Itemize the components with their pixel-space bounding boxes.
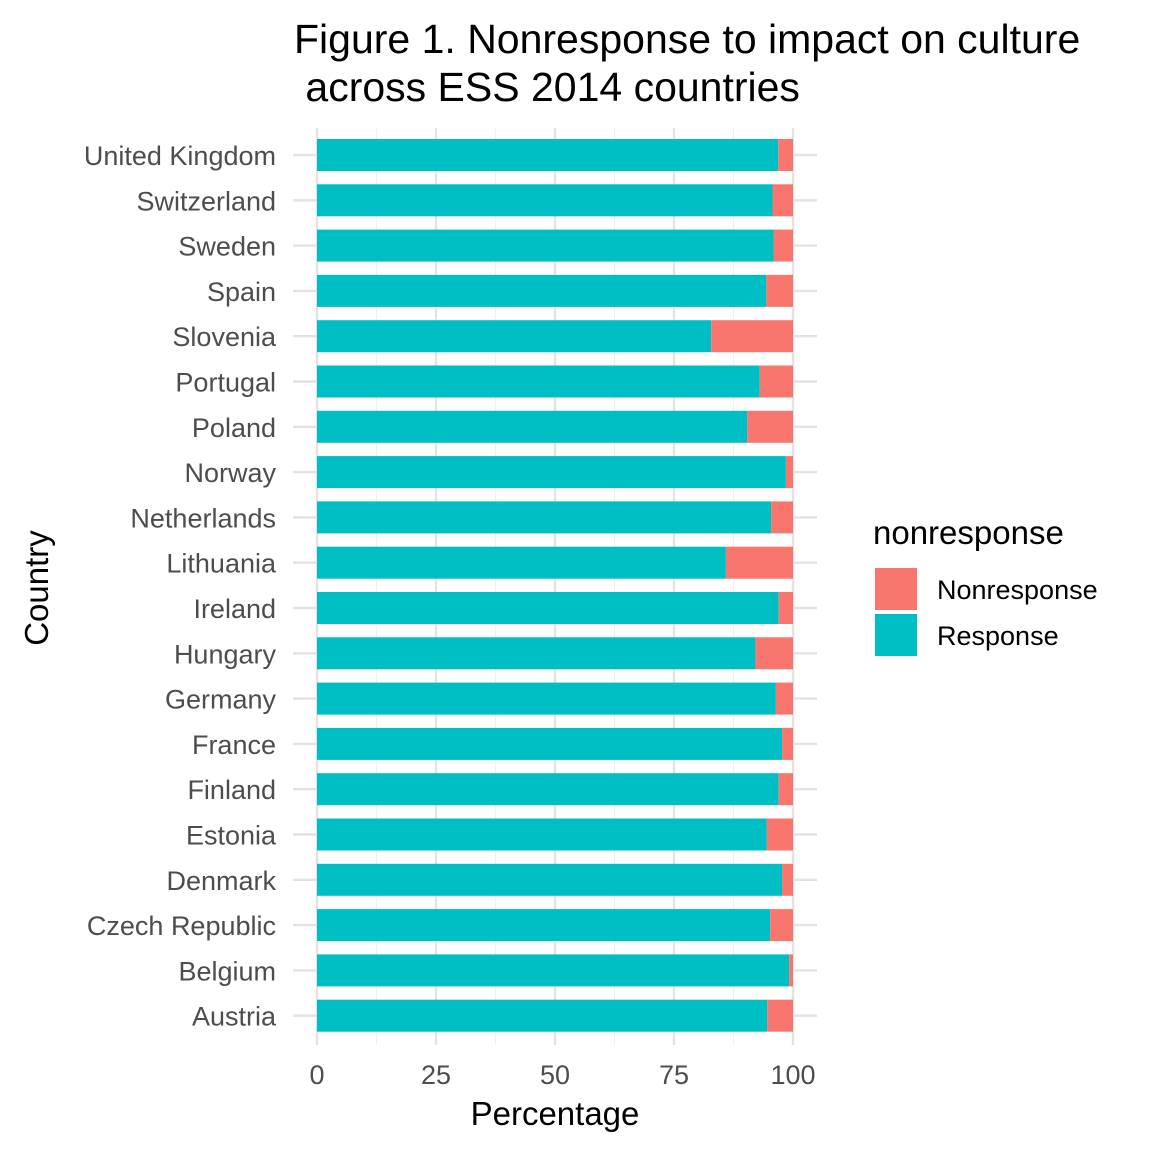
bar-response-czech-republic [317,909,771,942]
y-tick-labels: Austria Belgium Czech Republic Denmark Eston… [84,141,277,1032]
legend-items: Nonresponse Response [875,568,1098,656]
bar-nonresponse-hungary [755,637,793,670]
bar-response-austria [317,999,768,1032]
bar-response-norway [317,456,786,489]
bar-nonresponse-ireland [778,592,793,624]
y-tick-label: Finland [187,775,276,805]
bar-nonresponse-netherlands [771,501,793,534]
bar-nonresponse-switzerland [772,184,793,217]
bar-nonresponse-norway [785,456,793,489]
bar-response-finland [317,773,779,806]
bar-response-netherlands [317,501,772,534]
bar-response-sweden [317,229,774,262]
y-axis-title: Country [18,530,55,646]
x-tick-label: 100 [770,1060,815,1090]
bar-response-france [317,727,783,760]
y-tick-label: Ireland [193,594,276,624]
legend-key-nonresponse [875,568,917,610]
x-tick-label: 0 [309,1060,324,1090]
bar-response-hungary [317,637,756,670]
chart-title-line-2: across ESS 2014 countries [294,64,800,110]
x-tick-labels: 0 25 50 75 100 [309,1060,815,1090]
chart-title-line-1: Figure 1. Nonresponse to impact on cultu… [294,16,1081,62]
y-tick-label: Hungary [174,639,277,669]
bar-nonresponse-belgium [789,954,793,987]
bar-nonresponse-united-kingdom [778,139,793,171]
bar-nonresponse-sweden [773,229,793,262]
y-tick-label: Slovenia [172,322,277,352]
y-tick-label: Denmark [166,866,276,896]
legend-label-nonresponse: Nonresponse [937,575,1098,605]
y-tick-label: Sweden [178,232,276,262]
bar-response-united-kingdom [317,139,779,171]
bar-nonresponse-finland [778,773,793,806]
bar-nonresponse-czech-republic [770,909,793,942]
bar-nonresponse-lithuania [725,546,793,579]
bar-response-spain [317,274,767,307]
y-tick-label: Estonia [186,821,277,851]
bar-nonresponse-france [782,727,793,760]
bar-nonresponse-austria [767,999,793,1032]
bar-nonresponse-germany [775,682,793,715]
y-tick-label: Netherlands [130,503,276,533]
y-tick-label: Czech Republic [87,911,276,941]
bar-response-slovenia [317,320,712,353]
x-tick-label: 25 [421,1060,451,1090]
bar-response-ireland [317,592,779,624]
legend: nonresponse Nonresponse Response [873,514,1098,656]
y-tick-label: United Kingdom [84,141,276,171]
y-tick-label: Lithuania [166,549,277,579]
x-tick-label: 75 [659,1060,689,1090]
legend-title: nonresponse [873,514,1064,551]
bar-response-portugal [317,365,760,398]
y-tick-label: France [192,730,276,760]
x-axis-title: Percentage [471,1095,640,1132]
grid-layer [293,128,817,1045]
bar-response-lithuania [317,546,726,579]
bar-nonresponse-slovenia [711,320,793,353]
legend-label-response: Response [937,621,1059,651]
y-tick-label: Portugal [175,368,276,398]
y-tick-label: Poland [192,413,276,443]
bar-response-poland [317,410,748,443]
bar-nonresponse-estonia [766,818,793,851]
y-tick-label: Germany [165,685,277,715]
bar-nonresponse-denmark [782,863,793,896]
bar-layer [317,139,793,1032]
y-tick-label: Austria [192,1002,277,1032]
bar-nonresponse-portugal [759,365,793,398]
bar-nonresponse-poland [747,410,793,443]
bar-response-germany [317,682,776,715]
bar-response-estonia [317,818,767,851]
y-tick-label: Spain [207,277,276,307]
bar-response-denmark [317,863,783,896]
y-tick-label: Belgium [178,956,276,986]
y-tick-label: Switzerland [136,186,276,216]
legend-key-response [875,614,917,656]
bar-response-belgium [317,954,790,987]
bar-response-switzerland [317,184,773,217]
bar-nonresponse-spain [766,274,793,307]
x-tick-label: 50 [540,1060,570,1090]
y-tick-label: Norway [184,458,276,488]
